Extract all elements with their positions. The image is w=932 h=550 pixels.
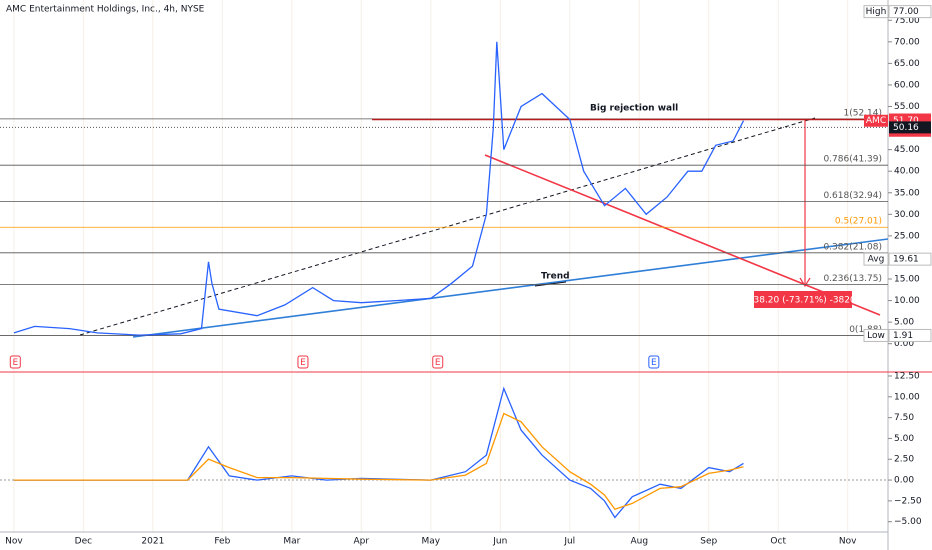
series-line — [13, 386, 744, 519]
y-tick-label: 0.00 — [894, 339, 914, 349]
x-tick-label: Nov — [839, 537, 857, 547]
x-tick-label: Aug — [630, 537, 648, 547]
fib-label: 1(52.14) — [843, 108, 882, 118]
x-tick-label: Sep — [700, 537, 717, 547]
price-badge — [888, 328, 932, 342]
y-tick-label: 10.00 — [894, 296, 920, 306]
y-tick-label: 30.00 — [894, 210, 920, 220]
y-tick-label: 75.00 — [894, 16, 920, 26]
badge-name-box — [863, 252, 889, 266]
price-badge — [889, 121, 931, 134]
y-tick-label: 35.00 — [894, 188, 920, 198]
fib-label: 0.786(41.39) — [823, 155, 882, 165]
marks: Nov Dec 2021 Feb Mar Apr May Jun Jul Aug Sep Oct Nov… — [0, 5, 932, 547]
event-label: E — [651, 358, 657, 368]
fib-label: 0.382(21.08) — [823, 242, 882, 252]
x-tick-label: Jul — [563, 537, 575, 547]
badge-value: 51.70 — [893, 116, 919, 126]
event-marker — [432, 355, 444, 369]
x-tick-label: 2021 — [141, 537, 164, 547]
y-tick-label: 5.00 — [894, 318, 914, 328]
y-tick-label: 65.00 — [894, 59, 920, 69]
x-tick-label: May — [421, 537, 440, 547]
x-tick-label: Mar — [283, 537, 300, 547]
y-tick-label: 60.00 — [894, 80, 920, 90]
badge-name-box — [864, 114, 888, 127]
x-tick-label: Oct — [770, 537, 786, 547]
chart-title: AMC Entertainment Holdings, Inc., 4h, NY… — [6, 5, 205, 15]
fib-label: 0.5(27.01) — [835, 217, 882, 227]
y-tick-label: 7.50 — [894, 413, 914, 423]
y-tick-label: 0.00 — [894, 476, 914, 486]
annotation: Trend — [541, 272, 570, 282]
badge-name-box — [863, 5, 889, 19]
fib-label: 0.236(13.75) — [823, 274, 882, 284]
badge-name: Avg — [868, 255, 885, 265]
y-tick-label: 12.50 — [894, 371, 920, 381]
down-trend-line — [484, 154, 881, 316]
badge-value: 1.91 — [893, 331, 913, 341]
x-tick-label: Dec — [75, 537, 92, 547]
badge-name-box — [863, 328, 889, 342]
measure-box — [754, 291, 852, 308]
y-tick-label: 45.00 — [894, 145, 920, 155]
x-tick-label: Apr — [354, 537, 370, 547]
x-tick-label: Feb — [214, 537, 230, 547]
event-marker — [9, 355, 21, 369]
dashed-trend — [79, 117, 816, 336]
event-marker — [648, 355, 660, 369]
price-badge — [888, 5, 932, 19]
y-tick-label: 70.00 — [894, 37, 920, 47]
y-tick-label: 55.00 — [894, 102, 920, 112]
x-tick-label: Jun — [492, 537, 507, 547]
badge-name: High — [866, 7, 887, 17]
arrow-head — [799, 277, 811, 288]
event-label: E — [12, 358, 18, 368]
annotation: Big rejection wall — [590, 104, 678, 114]
badge-name: AMC — [866, 116, 886, 126]
y-tick-label: 10.00 — [894, 392, 920, 402]
y-tick-label: 25.00 — [894, 231, 920, 241]
trend-line — [132, 238, 889, 338]
event-label: E — [300, 358, 306, 368]
price-badge — [888, 252, 932, 266]
grid — [13, 0, 849, 532]
series-line — [13, 412, 744, 510]
y-tick-label: 2.50 — [894, 455, 914, 465]
y-tick-label: 40.00 — [894, 167, 920, 177]
badge-value: 50.16 — [893, 123, 919, 133]
series-line — [13, 41, 745, 336]
badge-value: 77.00 — [893, 7, 919, 17]
event-label: E — [435, 358, 441, 368]
event-marker — [297, 355, 309, 369]
y-tick-label: −5.00 — [894, 517, 922, 527]
annotation: -38.20 (-73.71%) -3820 — [750, 296, 856, 306]
badge-value: 19.61 — [893, 255, 919, 265]
y-tick-label: 15.00 — [894, 275, 920, 285]
fib-label: 0.618(32.94) — [823, 191, 882, 201]
x-tick-label: Nov — [5, 537, 23, 547]
y-tick-label: 5.00 — [894, 434, 914, 444]
y-tick-label: −2.50 — [894, 496, 922, 506]
badge-name: Low — [867, 331, 885, 341]
